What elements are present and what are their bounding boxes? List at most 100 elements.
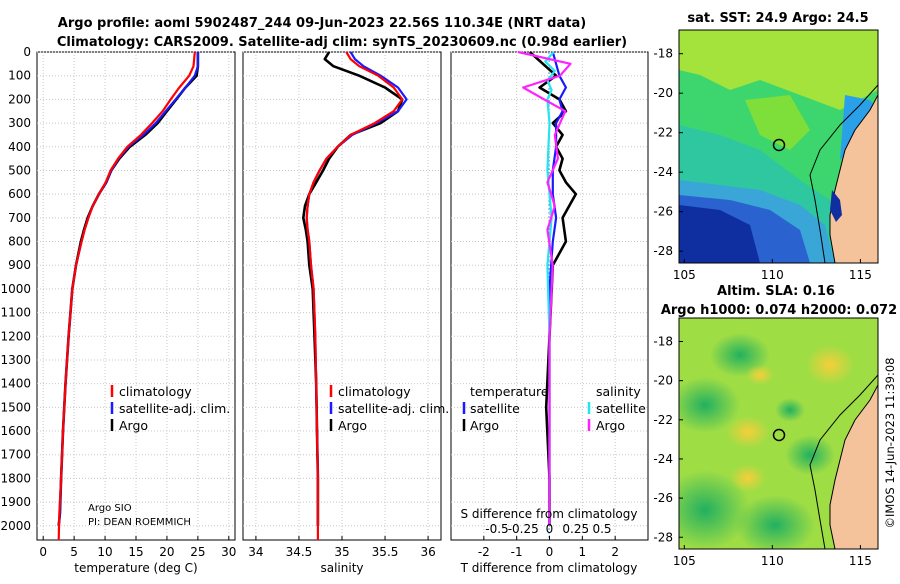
float-position-marker — [772, 138, 786, 152]
map-y-tick-label: -28 — [653, 244, 673, 258]
x-tick-label: 15 — [128, 545, 143, 559]
map-y-tick-label: -18 — [653, 334, 673, 348]
sst-warm-patch — [679, 30, 878, 110]
sla-map-title-line1: Altim. SLA: 0.16 — [717, 284, 835, 299]
sla-map-frame — [678, 317, 879, 550]
map-y-tick-label: -20 — [653, 86, 673, 100]
s-tick-label: 0.5 — [592, 522, 611, 536]
y-tick-label: 100 — [8, 69, 31, 83]
shelf-contour — [809, 374, 878, 549]
y-tick-label: 400 — [8, 140, 31, 154]
sla-low-blob — [730, 464, 766, 492]
x-tick-label: 1 — [579, 545, 587, 559]
x-tick-label: 5 — [70, 545, 78, 559]
sla-high-blob — [775, 398, 805, 422]
map-y-tick-label: -24 — [653, 165, 673, 179]
x-tick-label: 30 — [221, 545, 236, 559]
legend-t-satellite-label: satellite — [470, 401, 520, 416]
y-tick-label: 0 — [23, 45, 31, 59]
sst-warm-patch — [745, 95, 810, 150]
legend-climatology-label: climatology — [338, 384, 411, 399]
sla-low-blob — [746, 365, 774, 385]
sla-high-blob — [785, 435, 835, 475]
y-tick-label: 1700 — [0, 448, 31, 462]
temperature-xlabel: temperature (deg C) — [74, 561, 197, 575]
temperature-panel: 0 5 10 15 20 25 30 0 100 200 300 400 500 600 700 800 90… — [0, 45, 236, 575]
map-x-tick-label: 105 — [673, 554, 696, 568]
series-line-climatology — [57, 51, 196, 541]
y-tick-label: 500 — [8, 163, 31, 177]
s-tick-label: 0 — [546, 522, 554, 536]
island-cluster — [830, 190, 842, 222]
s-tick-label: -0.5 — [485, 522, 508, 536]
float-position-marker — [772, 428, 786, 442]
map-x-tick-label: 110 — [761, 268, 784, 282]
y-tick-label: 200 — [8, 92, 31, 106]
x-tick-label: 0 — [39, 545, 47, 559]
y-tick-label: 1800 — [0, 471, 31, 485]
x-tick-label: 0 — [546, 545, 554, 559]
series-line-salinity-argo — [517, 50, 572, 526]
x-tick-label: 34 — [248, 545, 263, 559]
y-tick-label: 1600 — [0, 424, 31, 438]
x-tick-label: 35 — [334, 545, 349, 559]
y-tick-label: 1100 — [0, 306, 31, 320]
legend-s-argo-label: Argo — [596, 418, 625, 433]
x-tick-label: -1 — [511, 545, 523, 559]
y-tick-label: 1200 — [0, 329, 31, 343]
map-y-tick-label: -18 — [653, 47, 673, 61]
y-tick-label: 1400 — [0, 377, 31, 391]
y-tick-label: 900 — [8, 258, 31, 272]
x-tick-label: 35.5 — [372, 545, 399, 559]
x-tick-label: 25 — [190, 545, 205, 559]
y-tick-label: 300 — [8, 116, 31, 130]
temperature-legend: climatology satellite-adj. clim. Argo — [110, 384, 230, 433]
t-difference-xlabel: T difference from climatology — [460, 561, 638, 575]
land-mass — [829, 94, 878, 263]
sst-coldest-patch — [679, 205, 760, 263]
x-tick-label: 36 — [420, 545, 435, 559]
sst-map: sat. SST: 24.9 Argo: 24.5 105 110 115 -18 -2… — [653, 11, 879, 282]
map-y-tick-label: -26 — [653, 205, 673, 219]
legend-salinity-heading: salinity — [596, 384, 641, 399]
x-tick-label: 20 — [159, 545, 174, 559]
legend-s-satellite-label: satellite — [596, 401, 646, 416]
map-y-tick-label: -22 — [653, 126, 673, 140]
y-tick-label: 600 — [8, 187, 31, 201]
shelf-contour — [809, 84, 878, 263]
sla-low-blob — [806, 345, 854, 385]
map-x-tick-label: 110 — [761, 554, 784, 568]
imos-timestamp: ©IMOS 14-Jun-2023 11:39:08 — [883, 358, 897, 529]
salinity-panel: 34 34.5 35 35.5 36 salinity climatology sate… — [242, 51, 449, 575]
difference-legend: temperature salinity satellite Argo sate… — [462, 384, 646, 433]
s-difference-label: S difference from climatology — [461, 507, 638, 521]
map-x-tick-label: 115 — [849, 554, 872, 568]
land-mass — [829, 384, 878, 549]
x-tick-label: 2 — [611, 545, 619, 559]
sst-map-title: sat. SST: 24.9 Argo: 24.5 — [687, 11, 868, 26]
y-tick-label: 2000 — [0, 519, 31, 533]
legend-argo-label: Argo — [338, 418, 367, 433]
legend-temperature-heading: temperature — [470, 384, 549, 399]
s-tick-label: -0.25 — [508, 522, 539, 536]
sla-map: Altim. SLA: 0.16 Argo h1000: 0.074 h2000… — [653, 284, 897, 568]
legend-satellite-label: satellite-adj. clim. — [338, 401, 449, 416]
credit-line1: Argo SIO — [88, 503, 132, 514]
sla-high-blob — [679, 377, 740, 433]
salinity-legend: climatology satellite-adj. clim. Argo — [329, 384, 449, 433]
map-x-tick-label: 115 — [849, 268, 872, 282]
legend-argo-label: Argo — [119, 418, 148, 433]
s-tick-label: 0.25 — [562, 522, 589, 536]
difference-panel: -2 -1 0 1 2 -0.5 -0.25 0 0.25 0.5 S difference f… — [450, 50, 649, 575]
map-y-tick-label: -26 — [653, 491, 673, 505]
legend-t-argo-label: Argo — [470, 418, 499, 433]
y-tick-label: 800 — [8, 235, 31, 249]
y-tick-label: 700 — [8, 211, 31, 225]
map-y-tick-label: -22 — [653, 413, 673, 427]
series-line-climatology — [305, 51, 404, 540]
map-y-tick-label: -20 — [653, 374, 673, 388]
map-y-tick-label: -28 — [653, 530, 673, 544]
sla-map-title-line2: Argo h1000: 0.074 h2000: 0.072 — [661, 303, 897, 318]
salinity-xlabel: salinity — [320, 561, 363, 575]
